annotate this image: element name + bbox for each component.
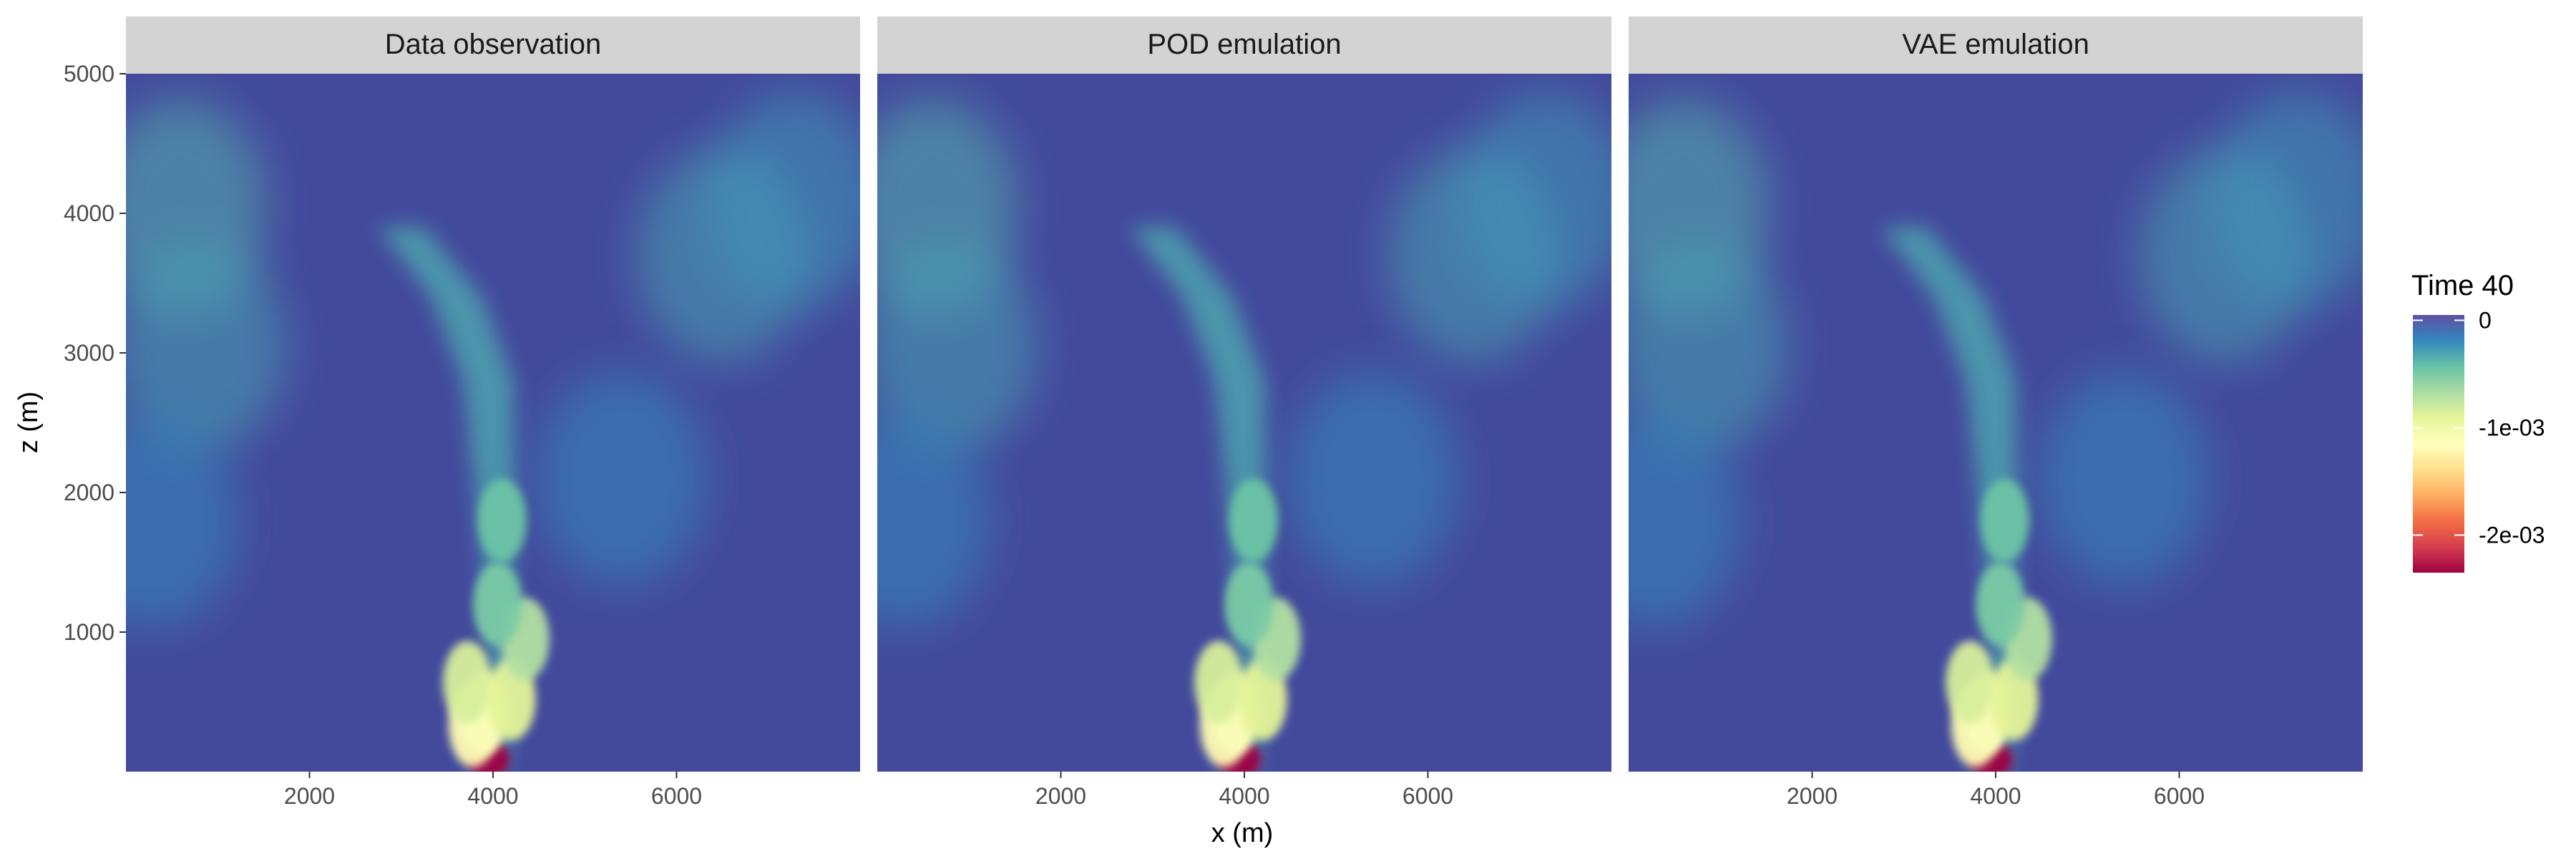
legend-gradient bbox=[2413, 315, 2464, 573]
heatmap-faint-patch bbox=[877, 413, 991, 628]
heatmap-faint-patch bbox=[710, 92, 860, 307]
y-tick-label: 4000 bbox=[64, 200, 114, 226]
x-tick-label: 2000 bbox=[284, 783, 335, 809]
legend-title: Time 40 bbox=[2411, 270, 2514, 301]
heatmap-plume bbox=[1880, 227, 2019, 772]
facet-strip-label: VAE emulation bbox=[1902, 29, 2089, 60]
x-tick-label: 2000 bbox=[1035, 783, 1086, 809]
heatmap-field bbox=[126, 92, 860, 772]
heatmap-hotspot bbox=[1224, 563, 1274, 646]
heatmap-faint-patch bbox=[2038, 371, 2210, 586]
y-tick-label: 2000 bbox=[64, 480, 114, 505]
y-tick-label: 5000 bbox=[64, 61, 114, 87]
facet-panel: POD emulation 2000 4000 6000 bbox=[877, 16, 1611, 809]
heatmap-faint-patch bbox=[1461, 92, 1611, 307]
facet-strip bbox=[877, 16, 1611, 74]
x-tick-label: 6000 bbox=[2154, 783, 2205, 809]
heatmap-faint-patch bbox=[1287, 371, 1459, 586]
facet-panel: Data observation 2000 4000 6000 bbox=[126, 16, 860, 809]
heatmap-hotspot bbox=[473, 563, 522, 646]
facet-panel: VAE emulation 2000 4000 6000 bbox=[1629, 16, 2363, 809]
heatmap-hotspot bbox=[1980, 479, 2029, 562]
heatmap-hotspot bbox=[1976, 563, 2025, 646]
heatmap-hotspot bbox=[1194, 641, 1244, 724]
facet-strip-label: POD emulation bbox=[1147, 29, 1341, 60]
x-axis-title: x (m) bbox=[1211, 818, 1274, 848]
heatmap-hotspot bbox=[443, 641, 492, 724]
facet-strip bbox=[126, 16, 860, 74]
facet-strip-label: Data observation bbox=[385, 29, 601, 60]
y-tick-label: 3000 bbox=[64, 340, 114, 366]
legend-tick-label: -2e-03 bbox=[2479, 523, 2545, 548]
legend-tick-label: 0 bbox=[2479, 308, 2492, 334]
heatmap-faint-patch bbox=[535, 371, 708, 586]
heatmap-field bbox=[1629, 92, 2363, 772]
legend-colorbar bbox=[2413, 315, 2464, 573]
legend: Time 40 0 -1e-03 -2e-03 bbox=[2411, 270, 2545, 573]
x-tick-label: 6000 bbox=[1402, 783, 1453, 809]
y-axis-title: z (m) bbox=[14, 392, 44, 454]
legend-ticks: 0 -1e-03 -2e-03 bbox=[2413, 308, 2545, 548]
x-tick-label: 4000 bbox=[1219, 783, 1269, 809]
x-tick-label: 2000 bbox=[1787, 783, 1838, 809]
heatmap-faint-patch bbox=[126, 238, 286, 454]
facet-strip bbox=[1629, 16, 2363, 74]
heatmap-faint-patch bbox=[1629, 238, 1788, 454]
legend-tick-label: -1e-03 bbox=[2479, 415, 2545, 441]
heatmap-faint-patch bbox=[1629, 413, 1742, 628]
heatmap-plume bbox=[1129, 227, 1268, 772]
heatmap-field bbox=[877, 92, 1611, 772]
heatmap-hotspot bbox=[477, 479, 527, 562]
heatmap-hotspot bbox=[1229, 479, 1278, 562]
heatmap-hotspot bbox=[1946, 641, 1995, 724]
x-tick-label: 6000 bbox=[651, 783, 702, 809]
y-tick-label: 1000 bbox=[64, 619, 114, 645]
x-tick-label: 4000 bbox=[1970, 783, 2021, 809]
heatmap-plume bbox=[378, 227, 517, 772]
x-tick-label: 4000 bbox=[467, 783, 518, 809]
heatmap-faint-patch bbox=[126, 413, 240, 628]
heatmap-faint-patch bbox=[877, 238, 1037, 454]
heatmap-faint-patch bbox=[2212, 92, 2363, 307]
